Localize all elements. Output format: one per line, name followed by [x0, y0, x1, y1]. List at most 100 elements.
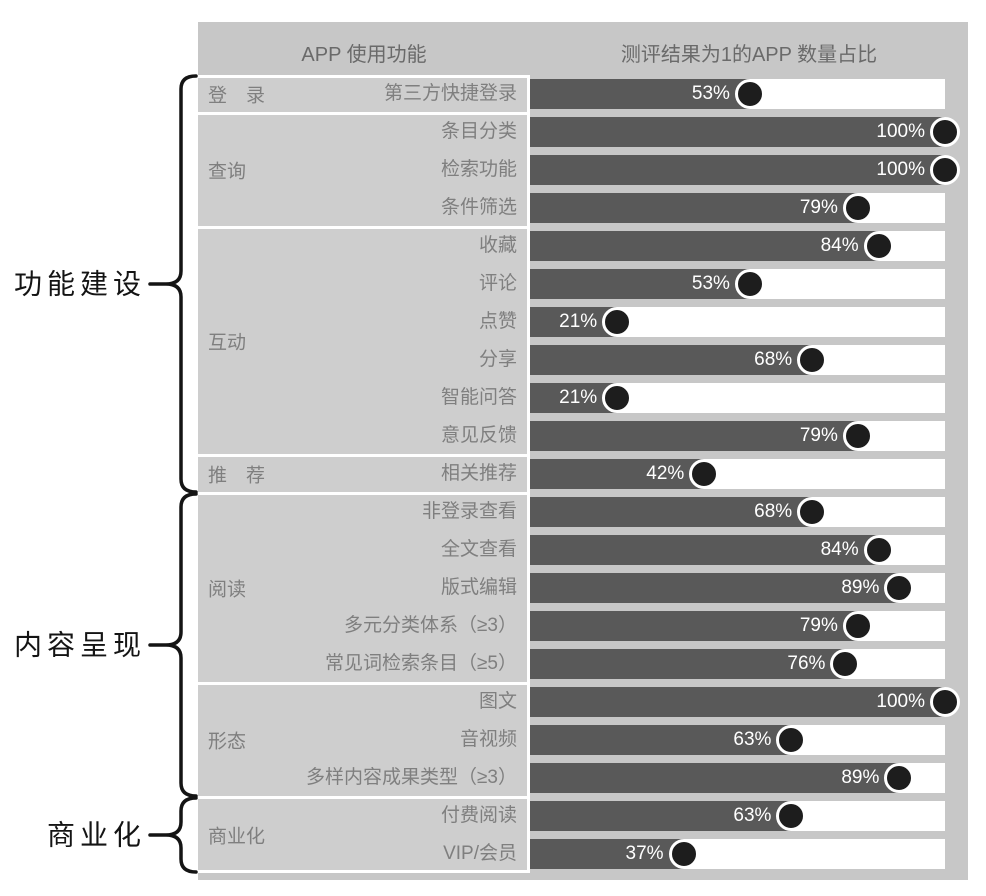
function-label: 多元分类体系（≥3）	[344, 615, 517, 636]
bar-track: 37%	[530, 839, 945, 869]
bar-cell: 100%	[530, 151, 960, 189]
bar-cell: 100%	[530, 113, 960, 151]
bar-fill	[530, 421, 858, 451]
bar-cell: 21%	[530, 303, 945, 341]
bar-fill	[530, 345, 813, 375]
bar-track: 79%	[530, 611, 945, 641]
table-row: 非登录查看 68%	[198, 493, 968, 531]
category-brace	[148, 492, 198, 798]
category-label: 商业化	[46, 818, 146, 852]
label-column-background	[198, 75, 527, 873]
bar-fill	[530, 687, 945, 717]
group-separator-line	[198, 795, 530, 799]
group-cell: 推 荐 相关推荐 42%	[198, 455, 968, 493]
group-separator-line	[198, 870, 530, 873]
bar-value-label: 79%	[799, 615, 838, 636]
bar-fill	[530, 535, 879, 565]
table-row: 多元分类体系（≥3） 79%	[198, 607, 968, 645]
bar-marker-dot	[668, 839, 699, 869]
evaluation-table: APP 使用功能 测评结果为1的APP 数量占比 登 录 第三方快捷登录 53% 查询…	[198, 22, 968, 880]
function-label: 条件筛选	[440, 197, 517, 218]
bar-track: 68%	[530, 497, 945, 527]
bar-value-label: 42%	[646, 463, 685, 484]
bar-track: 79%	[530, 193, 945, 223]
group-cell: 商业化 付费阅读 63% VIP/会员 37%	[198, 797, 968, 873]
table-row: 版式编辑 89%	[198, 569, 968, 607]
bar-fill	[530, 763, 900, 793]
function-label: 常见词检索条目（≥5）	[325, 653, 517, 674]
table-row: 多样内容成果类型（≥3） 89%	[198, 759, 968, 797]
bar-track: 68%	[530, 345, 945, 375]
bar-cell: 53%	[530, 265, 945, 303]
bar-cell: 21%	[530, 379, 945, 417]
bar-value-label: 68%	[754, 349, 793, 370]
bar-track: 21%	[530, 307, 945, 337]
group-separator-line	[198, 111, 530, 115]
table-row: 意见反馈 79%	[198, 417, 968, 455]
bar-cell: 68%	[530, 493, 945, 531]
bar-fill	[530, 725, 792, 755]
bar-fill	[530, 801, 792, 831]
function-label: 评论	[478, 273, 517, 294]
group-rows: 登 录第三方快捷登录 53% 查询 条目分类 100% 检索功能 100% 条件筛选 79% 互动…	[198, 75, 968, 873]
table-row: 检索功能 100%	[198, 151, 968, 189]
bar-cell: 68%	[530, 341, 945, 379]
bar-track: 53%	[530, 269, 945, 299]
bar-track: 89%	[530, 573, 945, 603]
bar-marker-dot	[602, 383, 633, 413]
bar-marker-dot	[734, 79, 765, 109]
bar-marker-dot	[689, 459, 720, 489]
bar-fill	[530, 497, 813, 527]
bar-value-label: 84%	[820, 235, 859, 256]
bar-track: 63%	[530, 725, 945, 755]
table-body: 登 录第三方快捷登录 53% 查询 条目分类 100% 检索功能 100% 条件筛选 79% 互动…	[198, 75, 968, 873]
bar-cell: 79%	[530, 607, 945, 645]
column-separator	[527, 75, 530, 873]
function-label: 全文查看	[440, 539, 517, 560]
table-row: 智能问答 21%	[198, 379, 968, 417]
bar-cell: 79%	[530, 189, 945, 227]
function-label: VIP/会员	[443, 843, 517, 864]
bar-value-label: 89%	[841, 577, 880, 598]
bar-fill	[530, 193, 858, 223]
group-separator-line	[198, 225, 530, 229]
bar-cell: 84%	[530, 531, 945, 569]
function-label: 条目分类	[440, 121, 517, 142]
table-row: 音视频 63%	[198, 721, 968, 759]
column-header-result: 测评结果为1的APP 数量占比	[620, 44, 878, 66]
bar-cell: 63%	[530, 721, 945, 759]
bar-cell: 53%	[530, 75, 945, 113]
bar-fill	[530, 459, 705, 489]
bar-marker-dot	[863, 231, 894, 261]
category-label: 功能建设	[13, 267, 146, 301]
bar-track: 100%	[530, 155, 960, 185]
bar-cell: 89%	[530, 759, 945, 797]
bar-track: 76%	[530, 649, 945, 679]
function-label: 收藏	[478, 235, 517, 256]
table-row: 常见词检索条目（≥5） 76%	[198, 645, 968, 683]
function-label: 点赞	[478, 311, 517, 332]
bar-value-label: 63%	[733, 805, 772, 826]
group-separator-line	[198, 681, 530, 685]
table-row: 条目分类 100%	[198, 113, 968, 151]
bar-marker-dot	[797, 497, 828, 527]
function-label: 意见反馈	[440, 425, 517, 446]
function-label: 图文	[478, 691, 517, 712]
table-row: 评论 53%	[198, 265, 968, 303]
function-label: 音视频	[459, 729, 517, 750]
bar-cell: 63%	[530, 797, 945, 835]
table-row: 条件筛选 79%	[198, 189, 968, 227]
group-cell: 查询 条目分类 100% 检索功能 100% 条件筛选 79%	[198, 113, 968, 227]
bar-marker-dot	[884, 763, 915, 793]
bar-marker-dot	[797, 345, 828, 375]
bar-value-label: 76%	[787, 653, 826, 674]
group-name: 商业化	[208, 826, 266, 848]
bar-value-label: 79%	[799, 425, 838, 446]
table-row: 付费阅读 63%	[198, 797, 968, 835]
column-header-functions: APP 使用功能	[301, 44, 427, 66]
function-label: 版式编辑	[440, 577, 517, 598]
bar-cell: 79%	[530, 417, 945, 455]
table-row: 收藏 84%	[198, 227, 968, 265]
bar-cell: 100%	[530, 683, 960, 721]
bar-value-label: 53%	[691, 273, 730, 294]
